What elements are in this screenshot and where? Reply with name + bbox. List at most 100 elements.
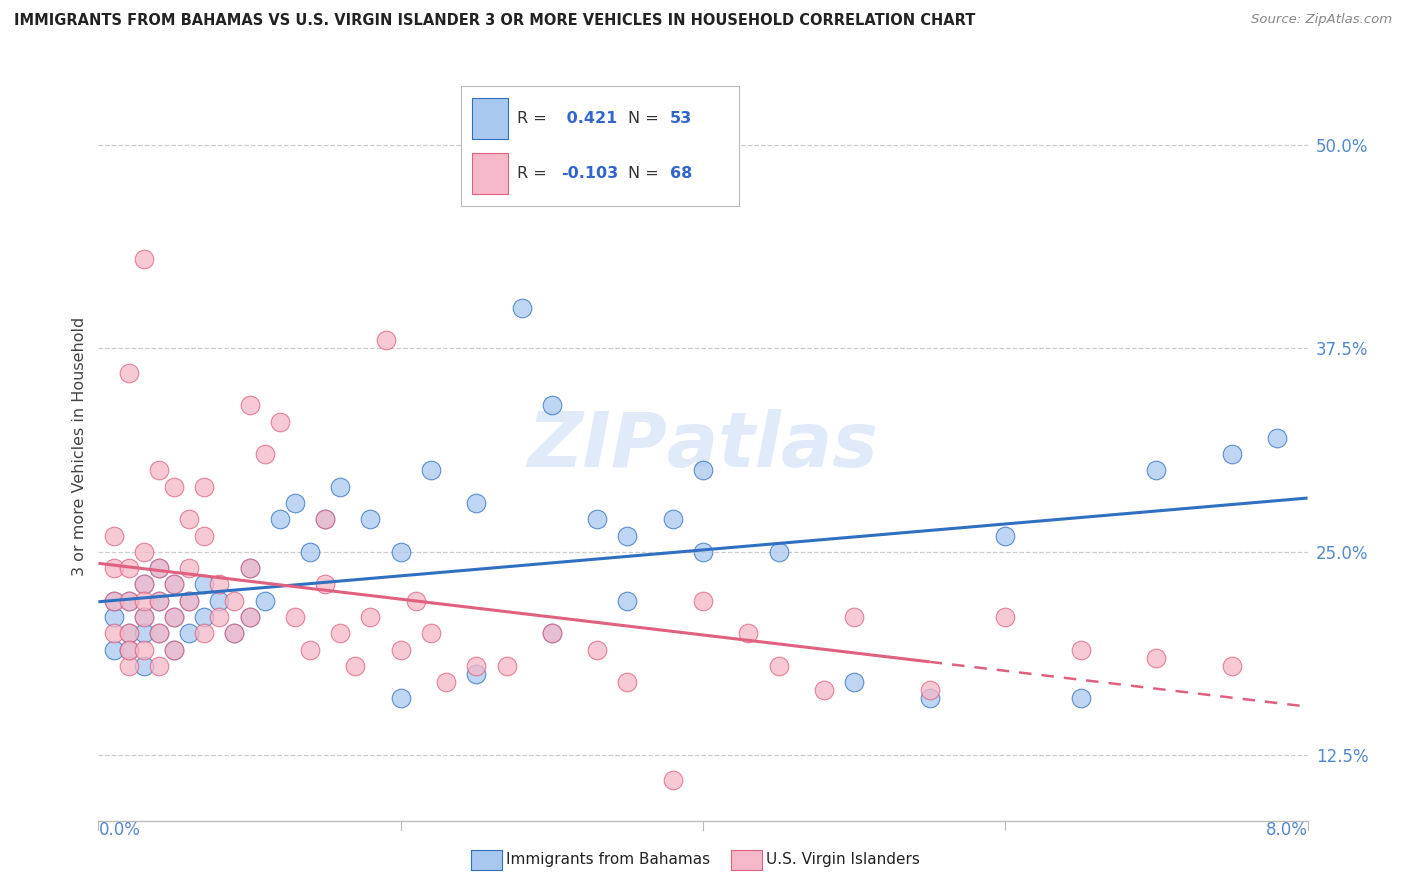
- Point: [118, 659, 141, 673]
- Point: [132, 642, 155, 657]
- Point: [737, 626, 759, 640]
- Point: [465, 496, 488, 510]
- Point: [118, 626, 141, 640]
- Point: [148, 463, 170, 477]
- Point: [616, 528, 638, 542]
- Point: [208, 577, 231, 591]
- Point: [540, 626, 562, 640]
- Point: [1070, 691, 1092, 706]
- Point: [148, 659, 170, 673]
- Point: [132, 593, 155, 607]
- Point: [239, 398, 262, 412]
- Point: [163, 610, 186, 624]
- Point: [284, 610, 307, 624]
- Point: [239, 561, 262, 575]
- Point: [344, 659, 367, 673]
- Point: [132, 252, 155, 266]
- Point: [253, 593, 276, 607]
- Point: [994, 528, 1017, 542]
- Point: [360, 512, 382, 526]
- Point: [768, 659, 790, 673]
- Point: [389, 642, 412, 657]
- Point: [132, 610, 155, 624]
- Point: [495, 659, 517, 673]
- Point: [163, 577, 186, 591]
- Point: [374, 333, 396, 347]
- Point: [179, 512, 201, 526]
- Point: [813, 683, 835, 698]
- Point: [193, 610, 215, 624]
- Point: [918, 683, 941, 698]
- Point: [179, 561, 201, 575]
- Point: [179, 593, 201, 607]
- Point: [132, 545, 155, 559]
- Point: [224, 626, 246, 640]
- Point: [103, 593, 125, 607]
- Point: [148, 626, 170, 640]
- Point: [692, 463, 714, 477]
- Point: [1220, 659, 1243, 673]
- Point: [132, 659, 155, 673]
- Point: [132, 577, 155, 591]
- Point: [163, 577, 186, 591]
- Point: [132, 577, 155, 591]
- Point: [148, 626, 170, 640]
- Point: [163, 610, 186, 624]
- Point: [314, 577, 336, 591]
- Point: [118, 642, 141, 657]
- Point: [389, 545, 412, 559]
- Point: [692, 593, 714, 607]
- Point: [768, 545, 790, 559]
- Point: [510, 301, 533, 315]
- Point: [616, 593, 638, 607]
- Text: IMMIGRANTS FROM BAHAMAS VS U.S. VIRGIN ISLANDER 3 OR MORE VEHICLES IN HOUSEHOLD : IMMIGRANTS FROM BAHAMAS VS U.S. VIRGIN I…: [14, 13, 976, 29]
- Point: [103, 561, 125, 575]
- Point: [1267, 431, 1289, 445]
- Point: [103, 642, 125, 657]
- Point: [118, 561, 141, 575]
- Text: U.S. Virgin Islanders: U.S. Virgin Islanders: [766, 853, 920, 867]
- Point: [132, 626, 155, 640]
- Point: [103, 610, 125, 624]
- Point: [148, 593, 170, 607]
- Point: [179, 626, 201, 640]
- Point: [193, 577, 215, 591]
- Point: [314, 512, 336, 526]
- Point: [118, 593, 141, 607]
- Point: [179, 593, 201, 607]
- Point: [148, 593, 170, 607]
- Point: [329, 626, 352, 640]
- Point: [193, 480, 215, 494]
- Point: [103, 593, 125, 607]
- Point: [994, 610, 1017, 624]
- Point: [1070, 642, 1092, 657]
- Point: [284, 496, 307, 510]
- Text: Source: ZipAtlas.com: Source: ZipAtlas.com: [1251, 13, 1392, 27]
- Point: [661, 772, 683, 787]
- Text: 8.0%: 8.0%: [1265, 821, 1308, 838]
- Point: [224, 626, 246, 640]
- Point: [148, 561, 170, 575]
- Point: [465, 667, 488, 681]
- Point: [118, 366, 141, 380]
- Point: [299, 545, 322, 559]
- Point: [118, 593, 141, 607]
- Point: [103, 626, 125, 640]
- Point: [1146, 650, 1168, 665]
- Point: [224, 593, 246, 607]
- Point: [193, 528, 215, 542]
- Point: [239, 561, 262, 575]
- Point: [918, 691, 941, 706]
- Point: [163, 480, 186, 494]
- Text: 0.0%: 0.0%: [98, 821, 141, 838]
- Point: [253, 447, 276, 461]
- Point: [239, 610, 262, 624]
- Point: [420, 626, 443, 640]
- Text: Immigrants from Bahamas: Immigrants from Bahamas: [506, 853, 710, 867]
- Point: [540, 398, 562, 412]
- Point: [420, 463, 443, 477]
- Point: [540, 626, 562, 640]
- Point: [434, 675, 457, 690]
- Point: [389, 691, 412, 706]
- Point: [314, 512, 336, 526]
